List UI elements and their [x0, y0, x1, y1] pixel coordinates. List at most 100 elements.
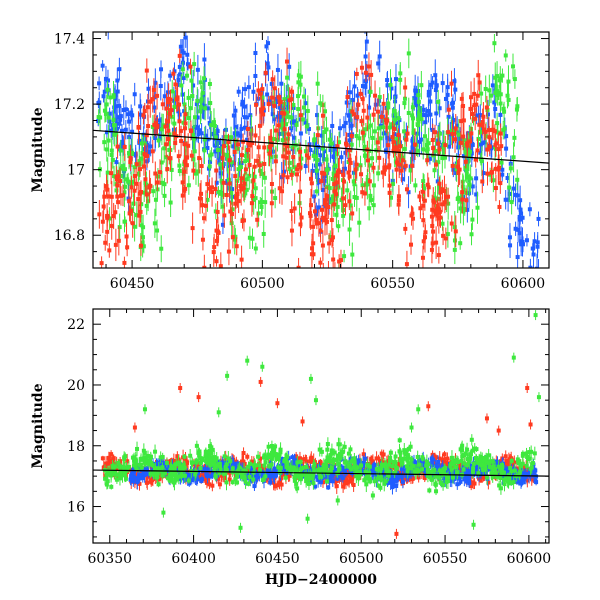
point-marker	[159, 160, 164, 165]
point-marker	[483, 86, 488, 91]
data-point-red	[164, 92, 169, 125]
point-marker	[127, 199, 132, 204]
data-point-red	[485, 142, 490, 157]
point-marker	[365, 177, 370, 182]
data-point-red	[443, 183, 448, 210]
point-marker	[179, 83, 184, 88]
point-marker	[189, 78, 194, 83]
point-marker	[410, 113, 415, 118]
point-marker	[224, 192, 229, 197]
point-marker	[130, 129, 135, 134]
point-marker	[238, 165, 243, 170]
point-marker	[284, 110, 289, 115]
point-marker	[116, 200, 121, 205]
point-marker	[297, 163, 302, 168]
point-marker	[214, 168, 219, 173]
data-point-green	[505, 83, 510, 109]
point-marker	[460, 197, 465, 202]
point-marker	[456, 132, 461, 137]
point-marker	[355, 115, 360, 120]
point-marker	[411, 130, 416, 135]
data-point-red	[381, 157, 386, 188]
data-point-green	[142, 183, 147, 203]
point-marker	[475, 205, 480, 210]
data-point-red	[425, 172, 430, 197]
point-marker	[367, 163, 372, 168]
data-point-blue	[218, 137, 223, 159]
point-marker	[232, 150, 237, 155]
point-marker	[327, 197, 332, 202]
data-point-red	[292, 193, 297, 224]
point-marker	[465, 143, 470, 148]
point-marker	[199, 164, 204, 169]
data-point-blue	[121, 95, 126, 125]
point-marker	[345, 95, 350, 100]
data-point-green	[151, 185, 156, 198]
point-marker	[353, 167, 358, 172]
data-point-red	[184, 156, 189, 175]
point-marker	[290, 170, 295, 175]
point-marker	[102, 194, 107, 199]
point-marker	[162, 94, 167, 99]
point-marker	[328, 235, 333, 240]
point-marker	[314, 189, 319, 194]
data-point-red	[116, 226, 121, 256]
data-point-green	[292, 158, 297, 176]
point-marker	[164, 155, 169, 160]
point-marker	[269, 182, 274, 187]
point-marker	[228, 209, 233, 214]
data-point-blue	[440, 73, 445, 93]
point-marker	[262, 161, 267, 166]
point-marker	[381, 170, 386, 175]
point-marker	[118, 148, 123, 153]
point-marker	[466, 146, 471, 151]
data-point-red	[238, 178, 243, 194]
point-marker	[106, 28, 110, 32]
point-marker	[459, 119, 464, 124]
point-marker	[319, 179, 324, 184]
data-point-blue	[287, 53, 292, 81]
data-point-red	[241, 209, 246, 232]
data-point-green	[162, 184, 167, 208]
data-point-red	[321, 102, 326, 130]
data-point-green	[470, 209, 475, 230]
point-marker	[477, 80, 482, 85]
data-point-red	[441, 226, 446, 246]
point-marker	[285, 136, 290, 141]
point-marker	[212, 123, 217, 128]
data-point-red	[353, 155, 358, 184]
data-point-green	[208, 150, 213, 161]
data-point-red	[472, 97, 477, 113]
data-point-red	[168, 89, 173, 110]
data-point-red	[413, 129, 418, 161]
point-marker	[105, 187, 110, 192]
point-marker	[459, 96, 464, 101]
data-point-green	[117, 213, 122, 241]
point-marker	[186, 183, 191, 188]
point-marker	[168, 97, 173, 102]
point-marker	[376, 126, 381, 131]
data-point-green	[104, 94, 109, 115]
point-marker	[192, 115, 197, 120]
data-point-green	[110, 151, 115, 169]
point-marker	[165, 90, 170, 95]
point-marker	[153, 136, 158, 141]
data-point-green	[118, 139, 123, 162]
data-point-green	[190, 82, 195, 111]
point-marker	[141, 132, 146, 137]
point-marker	[236, 89, 241, 94]
data-point-green	[347, 213, 352, 246]
point-marker	[498, 76, 503, 81]
point-marker	[514, 107, 519, 112]
point-marker	[478, 150, 483, 155]
point-marker	[106, 138, 111, 143]
point-marker	[127, 119, 132, 124]
data-point-red	[343, 131, 348, 156]
point-marker	[364, 39, 369, 44]
point-marker	[153, 80, 158, 85]
point-marker	[140, 240, 145, 245]
point-marker	[202, 57, 207, 62]
point-marker	[402, 146, 407, 151]
point-marker	[444, 197, 449, 202]
data-point-red	[409, 234, 414, 255]
